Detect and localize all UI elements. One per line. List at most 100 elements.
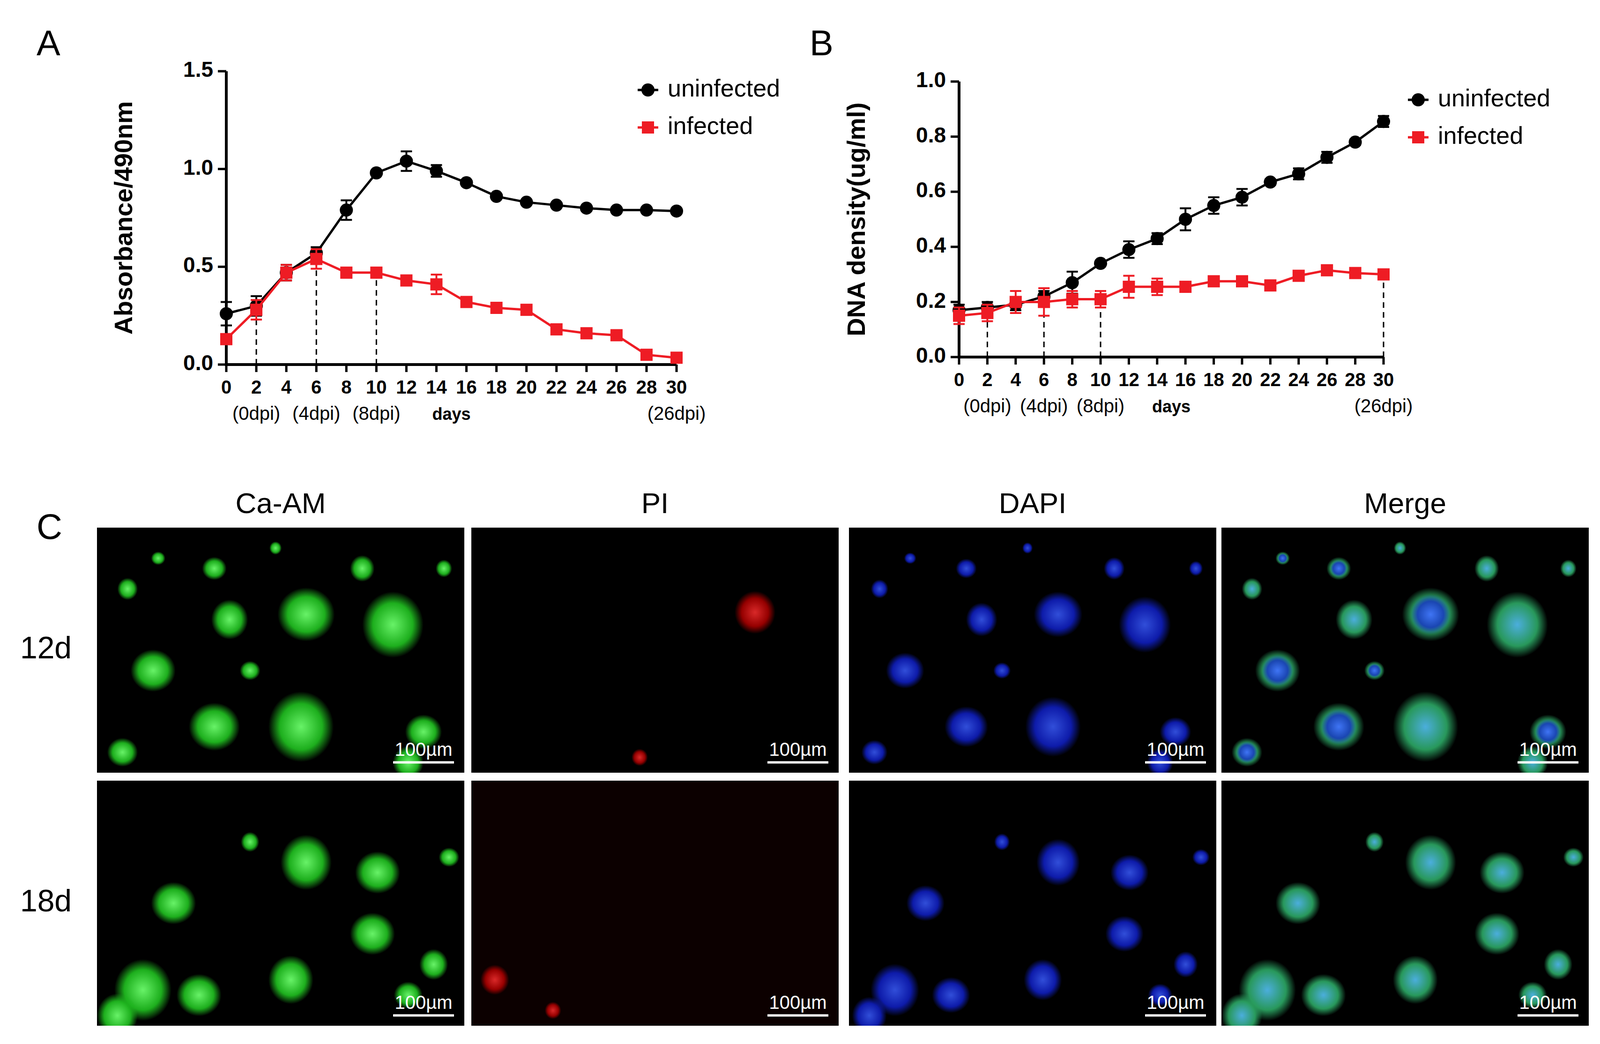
cells bbox=[861, 542, 1204, 773]
data-point bbox=[220, 333, 233, 346]
x-tick bbox=[1269, 357, 1272, 365]
scale-bar bbox=[1517, 1014, 1579, 1017]
data-point bbox=[310, 253, 323, 266]
series-line bbox=[226, 259, 677, 358]
error-bar bbox=[1123, 275, 1135, 298]
cell bbox=[994, 833, 1010, 851]
x-tick bbox=[986, 357, 989, 365]
data-point bbox=[669, 204, 684, 218]
cell bbox=[1118, 596, 1171, 653]
data-point bbox=[1094, 293, 1107, 306]
x-tick bbox=[1354, 357, 1357, 365]
x-tick-label: 6 bbox=[1038, 369, 1050, 390]
cell bbox=[1189, 560, 1204, 576]
x-tick-label: 14 bbox=[1146, 369, 1169, 390]
cell bbox=[419, 948, 448, 980]
x-tick-label: 0 bbox=[221, 376, 232, 398]
error-bar bbox=[1010, 290, 1022, 313]
x-tick-label: 28 bbox=[1344, 369, 1366, 390]
cell bbox=[885, 652, 924, 689]
scale-bar bbox=[1145, 1014, 1206, 1017]
plot-area bbox=[219, 151, 684, 364]
x-tick-label: 12 bbox=[395, 376, 417, 398]
error-bar bbox=[1094, 290, 1107, 308]
panel-label: C bbox=[36, 506, 63, 547]
data-point bbox=[1066, 293, 1079, 306]
data-point bbox=[1235, 190, 1249, 204]
scale-bar-label: 100µm bbox=[1518, 738, 1577, 760]
data-point bbox=[610, 328, 623, 342]
x-tick-label: 22 bbox=[1259, 369, 1281, 390]
panel-c: CCa-AMPIDAPIMerge12d100µm100µm100µm100µm… bbox=[20, 486, 1589, 1038]
cell bbox=[269, 541, 282, 555]
x-tick bbox=[1127, 357, 1131, 365]
error-bar bbox=[430, 274, 442, 295]
series-line bbox=[959, 121, 1384, 311]
x-tick-label: 24 bbox=[576, 376, 598, 398]
data-point bbox=[369, 166, 383, 180]
scale-bar-label: 100µm bbox=[768, 991, 827, 1013]
error-bar bbox=[310, 249, 322, 269]
cell bbox=[1103, 557, 1125, 580]
cell bbox=[1110, 854, 1149, 891]
cells bbox=[107, 541, 453, 773]
cell bbox=[1364, 661, 1385, 681]
y-tick-label: 0.8 bbox=[915, 122, 946, 148]
x-tick bbox=[1099, 357, 1102, 365]
cell bbox=[280, 834, 332, 891]
cell bbox=[117, 577, 139, 600]
data-point bbox=[1178, 212, 1192, 226]
x-tick bbox=[405, 364, 408, 373]
x-tick bbox=[555, 364, 558, 373]
cell bbox=[201, 557, 227, 581]
cell bbox=[1563, 847, 1585, 867]
cell bbox=[1330, 559, 1348, 578]
y-tick-label: 1.0 bbox=[183, 155, 214, 180]
micrograph: 100µm bbox=[1221, 527, 1589, 779]
data-point bbox=[610, 203, 624, 217]
y-tick-label: 0.0 bbox=[915, 342, 946, 368]
x-tick-label: 16 bbox=[1175, 369, 1197, 390]
cell bbox=[931, 976, 970, 1013]
scale-bar-label: 100µm bbox=[1146, 738, 1205, 760]
column-header: Ca-AM bbox=[235, 486, 327, 520]
x-tick bbox=[958, 357, 961, 365]
y-tick-label: 1.0 bbox=[915, 67, 946, 92]
cell bbox=[993, 662, 1011, 679]
cell bbox=[1326, 557, 1351, 581]
x-tick bbox=[1382, 357, 1385, 365]
micrograph: 100µm bbox=[96, 527, 465, 779]
x-tick-label: 24 bbox=[1288, 369, 1310, 390]
row-label: 12d bbox=[20, 630, 72, 665]
legend-label: infected bbox=[1437, 121, 1524, 149]
y-tick bbox=[950, 245, 960, 248]
y-tick bbox=[950, 80, 960, 83]
cells bbox=[631, 590, 776, 767]
x-tick bbox=[465, 364, 468, 373]
x-tick-label: 8 bbox=[1066, 369, 1078, 390]
x-tick bbox=[345, 364, 348, 373]
x-tick bbox=[1014, 357, 1017, 365]
cell bbox=[107, 737, 138, 767]
cells bbox=[852, 833, 1210, 1026]
cell bbox=[1231, 737, 1263, 767]
cell bbox=[1365, 832, 1384, 852]
legend-label: uninfected bbox=[667, 74, 781, 102]
cell bbox=[268, 691, 334, 763]
scale-bar bbox=[767, 1014, 829, 1017]
cell bbox=[1242, 577, 1263, 600]
cell bbox=[861, 739, 888, 765]
x-axis-title: days bbox=[431, 404, 471, 424]
cell bbox=[480, 964, 510, 995]
data-point bbox=[1263, 175, 1277, 189]
scale-bar bbox=[393, 761, 454, 764]
image-background bbox=[1221, 780, 1589, 1026]
legend-marker bbox=[1412, 131, 1425, 144]
data-point bbox=[250, 303, 263, 316]
figure: A0.00.51.01.5024681012141618202224262830… bbox=[0, 0, 1600, 1044]
data-point bbox=[1150, 231, 1164, 246]
x-tick bbox=[435, 364, 438, 373]
data-point bbox=[520, 195, 534, 209]
data-point bbox=[339, 203, 353, 217]
micrograph: 100µm bbox=[96, 780, 465, 1038]
